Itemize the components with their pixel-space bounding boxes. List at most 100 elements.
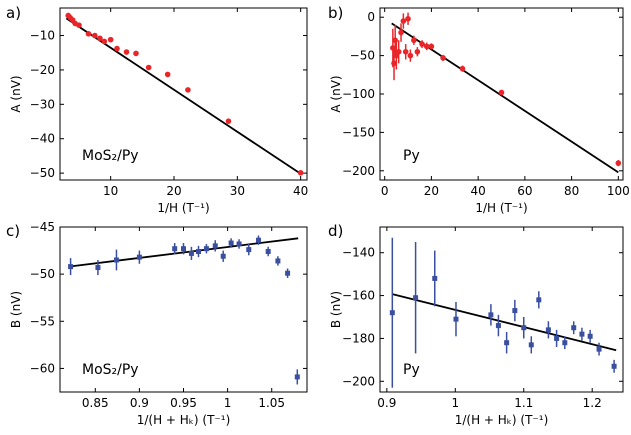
plot-frame-a <box>59 7 308 181</box>
data-point-b <box>407 52 414 59</box>
x-axis-label-d: 1/(H + Hₖ) (T⁻¹) <box>455 413 549 427</box>
y-tick-label-a: −30 <box>30 97 55 111</box>
data-point-d <box>413 295 419 301</box>
data-point-b <box>400 18 407 24</box>
x-tick-label-b: 60 <box>517 184 532 198</box>
data-point-c <box>285 270 291 276</box>
data-point-c <box>236 241 242 247</box>
data-point-d <box>545 327 551 333</box>
annotation-b: Py <box>403 148 420 164</box>
annotation-d: Py <box>403 362 420 378</box>
x-tick-label-d: 1.1 <box>514 396 533 410</box>
data-point-b <box>395 48 402 55</box>
data-point-c <box>181 246 186 252</box>
data-point-a <box>225 118 232 124</box>
x-axis-label-c: 1/(H + Hₖ) (T⁻¹) <box>137 413 231 427</box>
data-point-c <box>136 254 142 260</box>
data-point-c <box>188 250 194 256</box>
panel-a: a) 10 20 30 40 −10 −20 −30 −40 −50 1/H (T⁻¹) A (nV… <box>6 4 308 215</box>
annotation-c: MoS₂/Py <box>82 362 139 378</box>
y-tick-label-b: −200 <box>342 164 375 178</box>
data-point-c <box>220 253 226 259</box>
y-axis-label-d: B (nV) <box>329 291 343 328</box>
data-point-b <box>459 65 466 72</box>
data-point-b <box>398 29 404 36</box>
y-tick-label-c: −45 <box>30 220 55 234</box>
data-point-d <box>562 340 568 346</box>
data-point-d <box>389 310 395 316</box>
x-tick-label-c: 1 <box>224 396 232 410</box>
data-point-c <box>68 264 74 270</box>
y-tick-label-d: −160 <box>342 289 375 303</box>
x-tick-label-c: 0.9 <box>130 396 149 410</box>
data-point-d <box>488 312 494 318</box>
data-point-d <box>528 342 534 348</box>
panel-label-a: a) <box>6 4 21 22</box>
y-axis-label-a: A (nV) <box>9 75 23 112</box>
panel-label-c: c) <box>6 222 20 240</box>
data-point-b <box>428 43 435 50</box>
data-point-a <box>114 45 120 52</box>
data-point-d <box>453 316 459 322</box>
y-tick-label-a: −20 <box>30 63 55 77</box>
data-point-d <box>579 331 585 337</box>
y-tick-label-a: −40 <box>30 132 55 146</box>
data-point-a <box>101 38 108 45</box>
y-tick-label-d: −140 <box>342 246 375 260</box>
y-tick-label-b: −100 <box>342 87 375 101</box>
data-point-a <box>107 36 114 43</box>
y-tick-label-a: −50 <box>30 166 55 180</box>
data-point-d <box>495 323 501 329</box>
annotation-a: MoS₂/Py <box>82 148 139 164</box>
data-point-c <box>195 249 201 255</box>
x-axis-label-a: 1/H (T⁻¹) <box>157 201 209 215</box>
y-tick-label-c: −50 <box>30 267 55 281</box>
data-point-c <box>255 237 261 243</box>
data-point-b <box>615 160 622 166</box>
data-point-a <box>185 87 191 93</box>
data-point-d <box>554 335 560 341</box>
data-point-d <box>611 363 617 369</box>
data-point-b <box>414 48 421 55</box>
data-point-d <box>521 325 527 331</box>
x-tick-label-c: 1.05 <box>258 396 285 410</box>
data-point-c <box>113 257 119 263</box>
x-tick-label-d: 1 <box>451 396 459 410</box>
data-point-d <box>504 340 510 346</box>
x-tick-label-b: 0 <box>381 184 389 198</box>
data-point-a <box>133 50 139 57</box>
data-point-c <box>246 247 252 253</box>
y-tick-label-b: −50 <box>350 49 375 63</box>
data-point-c <box>95 265 101 271</box>
y-tick-label-c: −60 <box>30 361 55 375</box>
panel-b: b) 0 20 40 60 80 100 0 −50 −100 −150 −200 1/H (T⁻¹)… <box>328 4 630 215</box>
data-point-c <box>203 246 209 252</box>
data-point-b <box>423 43 430 50</box>
y-tick-label-d: −180 <box>342 331 375 345</box>
y-tick-label-a: −10 <box>30 29 55 43</box>
data-point-a <box>297 169 304 176</box>
data-point-a <box>97 35 103 42</box>
x-tick-label-a: 30 <box>230 184 245 198</box>
data-point-b <box>498 89 505 96</box>
x-tick-label-c: 0.95 <box>170 396 197 410</box>
y-tick-label-b: −150 <box>342 125 375 139</box>
data-point-b <box>440 55 446 61</box>
x-tick-label-a: 20 <box>166 184 181 198</box>
data-point-b <box>391 60 397 67</box>
data-point-d <box>536 297 542 303</box>
x-axis-label-b: 1/H (T⁻¹) <box>475 201 527 215</box>
data-point-b <box>402 48 409 55</box>
data-point-b <box>419 41 425 47</box>
data-point-b <box>411 37 417 44</box>
data-point-b <box>405 15 411 22</box>
panel-label-d: d) <box>328 222 343 240</box>
fit-line-d <box>392 293 617 352</box>
data-point-a <box>85 31 92 37</box>
x-tick-label-b: 40 <box>470 184 485 198</box>
x-tick-label-b: 20 <box>424 184 439 198</box>
x-tick-label-d: 0.9 <box>377 396 396 410</box>
panel-d: d) 0.9 1 1.1 1.2 −140 −160 −180 −200 1/(H + Hₖ) … <box>328 222 624 427</box>
data-point-a <box>164 71 171 78</box>
